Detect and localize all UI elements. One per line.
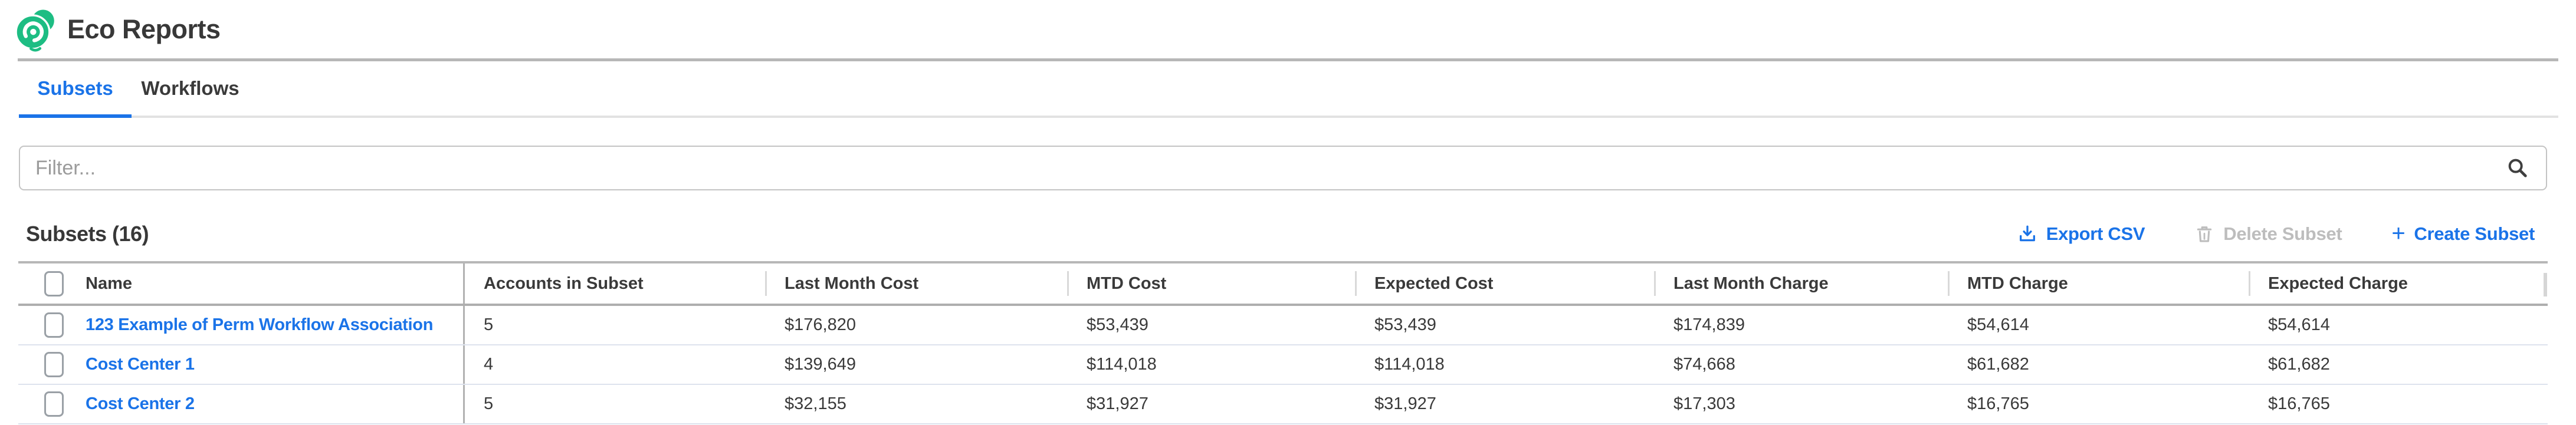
table-row: Cost Center 1 4 $139,649 $114,018 $114,0…: [18, 345, 2548, 385]
export-csv-button[interactable]: Export CSV: [2017, 223, 2145, 245]
filter-input[interactable]: [19, 146, 2547, 190]
column-header-label: Expected Cost: [1374, 274, 1494, 293]
subset-name-link[interactable]: Cost Center 1: [86, 355, 195, 374]
tab-subsets-label: Subsets: [37, 77, 113, 99]
column-header-label: MTD Cost: [1087, 274, 1167, 293]
row-checkbox[interactable]: [44, 312, 64, 338]
tab-workflows[interactable]: Workflows: [132, 61, 249, 116]
tab-bar: Subsets Workflows: [0, 61, 2576, 118]
name-cell: Cost Center 1: [18, 345, 465, 384]
mtd-charge-cell: $54,614: [1967, 315, 2029, 334]
last-month-charge-cell: $17,303: [1673, 394, 1735, 413]
mtd-cost-cell: $31,927: [1087, 394, 1148, 413]
tab-workflows-label: Workflows: [141, 77, 239, 99]
last-month-cost-cell: $176,820: [785, 315, 856, 334]
create-subset-button[interactable]: + Create Subset: [2391, 220, 2535, 246]
column-header-accounts: Accounts in Subset: [465, 263, 766, 304]
delete-subset-label: Delete Subset: [2223, 223, 2342, 244]
expected-cost-cell: $31,927: [1374, 394, 1436, 413]
accounts-in-subset-cell: 5: [484, 394, 494, 413]
mtd-cost-cell: $114,018: [1087, 355, 1157, 374]
expected-charge-cell: $16,765: [2268, 394, 2330, 413]
download-icon: [2019, 225, 2035, 242]
column-header-last-month-cost: Last Month Cost: [766, 263, 1068, 304]
tab-bar-divider: [19, 116, 2558, 118]
mtd-cost-cell: $53,439: [1087, 315, 1148, 334]
table-body: 123 Example of Perm Workflow Association…: [18, 306, 2548, 424]
header-divider: [18, 58, 2558, 61]
column-header-expected-cost: Expected Cost: [1356, 263, 1655, 304]
table-row: Cost Center 2 5 $32,155 $31,927 $31,927 …: [18, 385, 2548, 424]
select-all-checkbox[interactable]: [44, 271, 64, 296]
accounts-in-subset-cell: 5: [484, 315, 494, 334]
subset-name-link[interactable]: Cost Center 2: [86, 394, 195, 413]
column-header-label: Accounts in Subset: [484, 274, 644, 293]
app-header: Eco Reports: [0, 0, 2576, 58]
page-title: Eco Reports: [67, 14, 221, 44]
column-header-label: Expected Charge: [2268, 274, 2408, 293]
export-csv-label: Export CSV: [2046, 223, 2145, 244]
subset-name-link[interactable]: 123 Example of Perm Workflow Association: [86, 315, 434, 334]
expected-charge-cell: $54,614: [2268, 315, 2330, 334]
trash-icon: [2197, 226, 2212, 242]
eco-reports-logo-icon: [15, 9, 54, 51]
column-header-mtd-cost: MTD Cost: [1068, 263, 1356, 304]
plus-icon: +: [2391, 220, 2406, 246]
column-header-label: Last Month Cost: [785, 274, 919, 293]
column-header-label: Last Month Charge: [1673, 274, 1829, 293]
column-header-name: Name: [18, 263, 465, 304]
delete-subset-button[interactable]: Delete Subset: [2194, 223, 2342, 245]
filter-bar: [19, 146, 2547, 190]
tab-subsets[interactable]: Subsets: [19, 61, 132, 118]
table-header-row: Name Accounts in Subset Last Month Cost …: [18, 263, 2548, 306]
name-cell: 123 Example of Perm Workflow Association: [18, 306, 465, 344]
mtd-charge-cell: $16,765: [1967, 394, 2029, 413]
section-header: Subsets (16) Export CSV Delete Subset + …: [26, 221, 2535, 247]
last-month-cost-cell: $139,649: [785, 355, 856, 374]
section-title: Subsets (16): [26, 222, 149, 246]
table-row: 123 Example of Perm Workflow Association…: [18, 306, 2548, 345]
column-header-expected-charge: Expected Charge: [2249, 263, 2548, 304]
row-checkbox[interactable]: [44, 391, 64, 417]
row-checkbox[interactable]: [44, 352, 64, 377]
subsets-table: Name Accounts in Subset Last Month Cost …: [18, 261, 2548, 424]
expected-cost-cell: $114,018: [1374, 355, 1445, 374]
table-actions: Export CSV Delete Subset + Create Subset: [2017, 220, 2535, 246]
last-month-charge-cell: $174,839: [1673, 315, 1745, 334]
last-month-cost-cell: $32,155: [785, 394, 846, 413]
mtd-charge-cell: $61,682: [1967, 355, 2029, 374]
column-header-label: Name: [86, 274, 132, 293]
column-header-mtd-charge: MTD Charge: [1948, 263, 2249, 304]
expected-cost-cell: $53,439: [1374, 315, 1436, 334]
accounts-in-subset-cell: 4: [484, 355, 494, 374]
expected-charge-cell: $61,682: [2268, 355, 2330, 374]
name-cell: Cost Center 2: [18, 385, 465, 423]
create-subset-label: Create Subset: [2414, 223, 2535, 244]
search-icon[interactable]: [2506, 156, 2529, 180]
last-month-charge-cell: $74,668: [1673, 355, 1735, 374]
column-header-last-month-charge: Last Month Charge: [1655, 263, 1948, 304]
column-header-label: MTD Charge: [1967, 274, 2068, 293]
table-scrollbar-thumb[interactable]: [2544, 273, 2547, 296]
